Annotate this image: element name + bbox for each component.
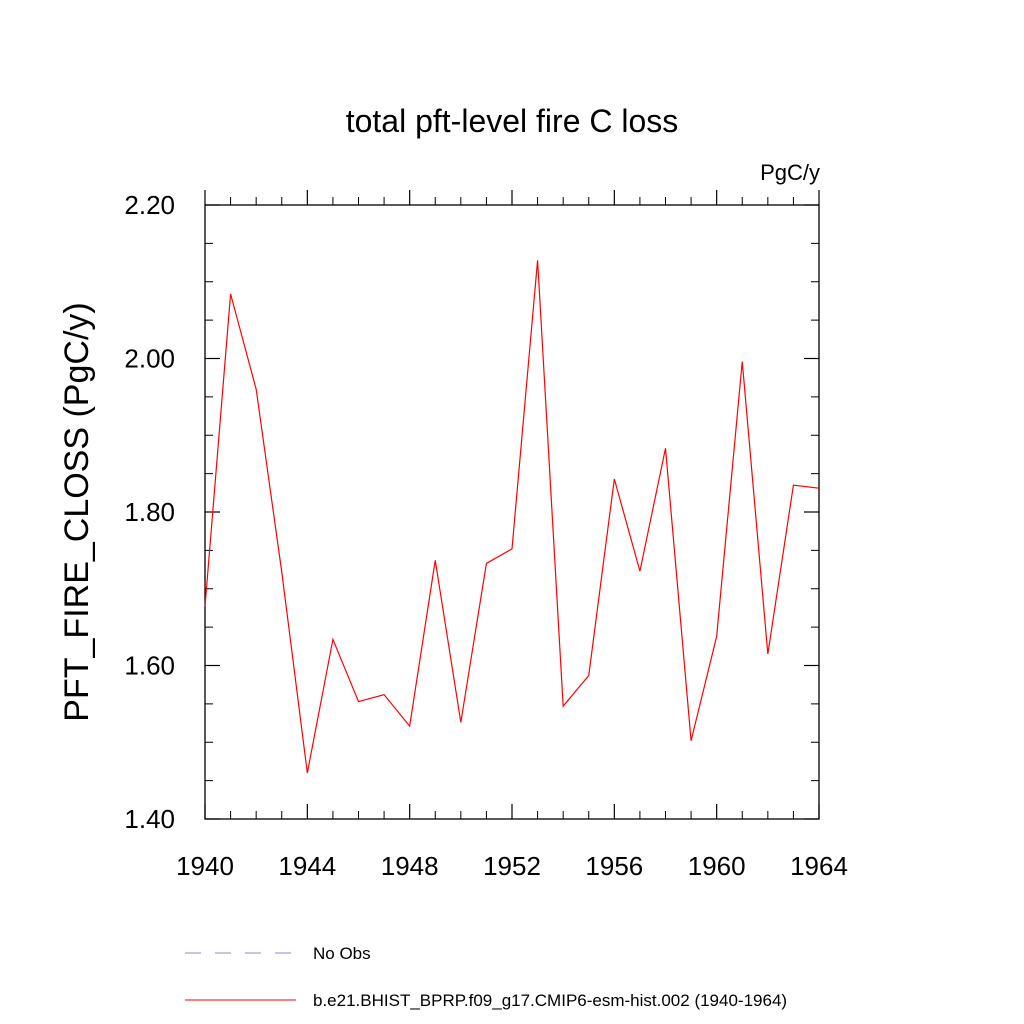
- units-label: PgC/y: [760, 160, 820, 185]
- legend-label-no-obs: No Obs: [313, 944, 371, 963]
- axis-ticks: [204, 190, 820, 820]
- y-tick-label: 1.40: [124, 804, 175, 834]
- y-tick-label: 2.00: [124, 344, 175, 374]
- y-tick-label: 1.60: [124, 651, 175, 681]
- series-layer: [204, 260, 820, 774]
- x-tick-label: 1952: [483, 851, 541, 881]
- chart-title: total pft-level fire C loss: [346, 103, 679, 139]
- x-tick-label: 1944: [278, 851, 336, 881]
- y-axis-label: PFT_FIRE_CLOSS (PgC/y): [58, 302, 96, 721]
- x-tick-label: 1960: [688, 851, 746, 881]
- y-tick-label: 2.20: [124, 190, 175, 220]
- y-tick-label: 1.80: [124, 497, 175, 527]
- plot-frame: [204, 204, 820, 820]
- legend: No Obs b.e21.BHIST_BPRP.f09_g17.CMIP6-es…: [185, 944, 787, 1010]
- legend-label-model-run: b.e21.BHIST_BPRP.f09_g17.CMIP6-esm-hist.…: [313, 991, 787, 1010]
- x-tick-label: 1940: [176, 851, 234, 881]
- x-tick-label: 1956: [585, 851, 643, 881]
- axis-tick-labels: 1940 1944 1948 1952 1956 1960 1964 1.40 1.60 1.80…: [124, 190, 848, 881]
- x-tick-label: 1948: [381, 851, 439, 881]
- x-tick-label: 1964: [790, 851, 848, 881]
- series-line: [204, 260, 820, 774]
